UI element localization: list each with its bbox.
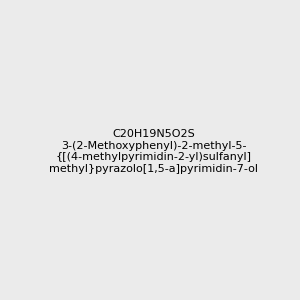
Text: C20H19N5O2S
3-(2-Methoxyphenyl)-2-methyl-5-
{[(4-methylpyrimidin-2-yl)sulfanyl]
: C20H19N5O2S 3-(2-Methoxyphenyl)-2-methyl…	[49, 129, 258, 174]
